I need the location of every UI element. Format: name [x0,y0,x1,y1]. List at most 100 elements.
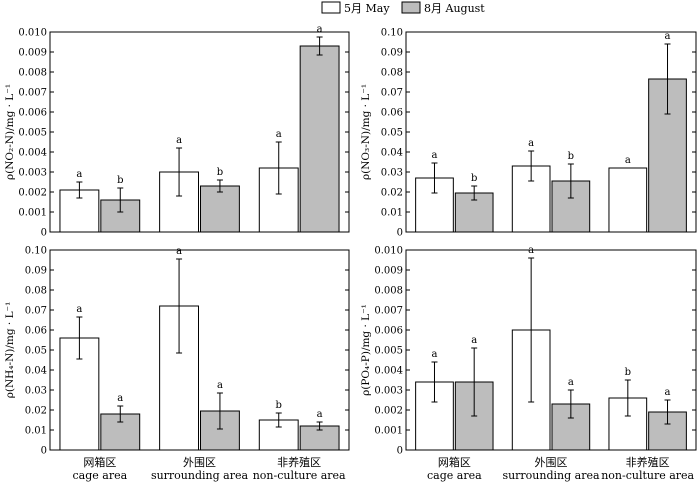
significance-label: a [176,246,182,257]
y-tick-label: 0.05 [381,128,403,139]
significance-label: a [431,150,437,161]
significance-label: a [176,135,182,146]
y-tick-label: 0.003 [374,386,403,397]
plot-frame [405,31,697,233]
y-tick-label: 0.004 [18,148,47,159]
significance-label: a [665,31,671,42]
significance-label: a [431,349,437,360]
bar-august [299,45,340,233]
y-tick-label: 0.010 [18,28,47,39]
plot-frame [405,249,697,451]
y-tick-label: 0.003 [18,168,47,179]
significance-label: b [217,167,223,178]
significance-label: a [317,24,323,35]
significance-label: a [117,393,123,404]
bar-august [200,185,240,233]
y-tick-label: 0.03 [25,386,47,397]
y-tick-label: 0.01 [25,426,47,437]
y-tick-label: 0.07 [25,306,47,317]
y-tick-label: 0.08 [25,286,47,297]
y-tick-label: 0.010 [374,246,403,257]
bar-august [648,78,687,233]
significance-label: a [528,138,534,149]
y-tick-label: 0.004 [374,366,403,377]
y-tick-label: 0 [41,446,47,457]
plot-frame [49,31,350,233]
y-tick-label: 0.001 [18,208,47,219]
category-label-zh: 非养殖区 [277,455,321,469]
panel-no3: 0 0.01 0.02 0.03 0.04 0.05 0.06 0.07 0.08 0.09 0.1… [360,28,697,239]
y-tick-label: 0.007 [18,88,47,99]
y-tick-label: 0.002 [374,406,403,417]
y-tick-label: 0 [397,446,403,457]
y-tick-label: 0.09 [381,48,403,59]
y-tick-label: 0.10 [25,246,47,257]
category-label-zh: 网箱区 [83,455,116,469]
y-tick-label: 0.006 [18,108,47,119]
y-axis-label: ρ(PO₄-P)/mg · L⁻¹ [360,304,372,396]
y-tick-label: 0 [41,228,47,239]
category-label-en: non-culture area [253,469,346,482]
y-axis-label: ρ(NH₄-N)/mg · L⁻¹ [4,302,16,399]
y-tick-label: 0.04 [381,148,403,159]
chart-panels: 0 0.001 0.002 0.003 0.004 0.005 0.006 0.007 0.00… [4,24,697,457]
significance-label: b [117,175,123,186]
y-tick-label: 0.06 [381,108,403,119]
significance-label: a [625,155,631,166]
legend-label-may: 5月 May [344,2,390,15]
significance-label: b [625,367,631,378]
category-label-zh: 非养殖区 [626,455,670,469]
y-tick-label: 0.007 [374,306,403,317]
y-tick-label: 0.009 [374,266,403,277]
y-tick-label: 0.06 [25,326,47,337]
y-tick-label: 0.005 [18,128,47,139]
y-tick-label: 0.05 [25,346,47,357]
category-label-en: cage area [427,469,482,482]
significance-label: a [76,304,82,315]
y-tick-label: 0.005 [374,346,403,357]
y-tick-label: 0.04 [25,366,47,377]
panel-no2: 0 0.001 0.002 0.003 0.004 0.005 0.006 0.007 0.00… [4,24,350,239]
bar-may [608,167,648,233]
category-label-zh: 外围区 [183,456,216,469]
bar-august [551,403,591,451]
significance-label: a [568,377,574,388]
category-label-en: cage area [73,469,128,482]
category-label-en: non-culture area [601,469,694,482]
y-tick-label: 0.006 [374,326,403,337]
panel-nh4: 0 0.01 0.02 0.03 0.04 0.05 0.06 0.07 0.08 0.09 0.1… [4,246,350,457]
y-tick-label: 0.01 [381,208,403,219]
y-tick-label: 0.001 [374,426,403,437]
y-tick-label: 0.03 [381,168,403,179]
y-axis-label: ρ(NO₃-N)/mg · L⁻¹ [360,84,372,180]
significance-label: a [276,129,282,140]
legend: 5月 May 8月 August [321,1,485,15]
significance-label: b [568,151,574,162]
significance-label: b [471,173,477,184]
significance-label: a [665,387,671,398]
y-tick-label: 0 [397,228,403,239]
y-axis-label: ρ(NO₂-N)/mg · L⁻¹ [4,84,16,180]
panel-po4: 0 0.001 0.002 0.003 0.004 0.005 0.006 0.007 0.00… [360,245,697,457]
y-tick-label: 0.10 [381,28,403,39]
significance-label: a [76,169,82,180]
category-label-zh: 网箱区 [438,455,471,469]
y-tick-label: 0.07 [381,88,403,99]
category-label-en: surrounding area [151,469,249,482]
legend-label-august: 8月 August [424,2,485,15]
y-tick-label: 0.02 [25,406,47,417]
significance-label: a [217,380,223,391]
significance-label: b [276,400,282,411]
y-tick-label: 0.02 [381,188,403,199]
y-tick-label: 0.008 [18,68,47,79]
legend-swatch-may [321,1,341,14]
plot-frame [49,249,350,451]
significance-label: a [317,409,323,420]
category-label-en: surrounding area [502,469,600,482]
significance-label: a [471,335,477,346]
y-tick-label: 0.08 [381,68,403,79]
y-tick-label: 0.09 [25,266,47,277]
legend-swatch-august [401,1,421,14]
